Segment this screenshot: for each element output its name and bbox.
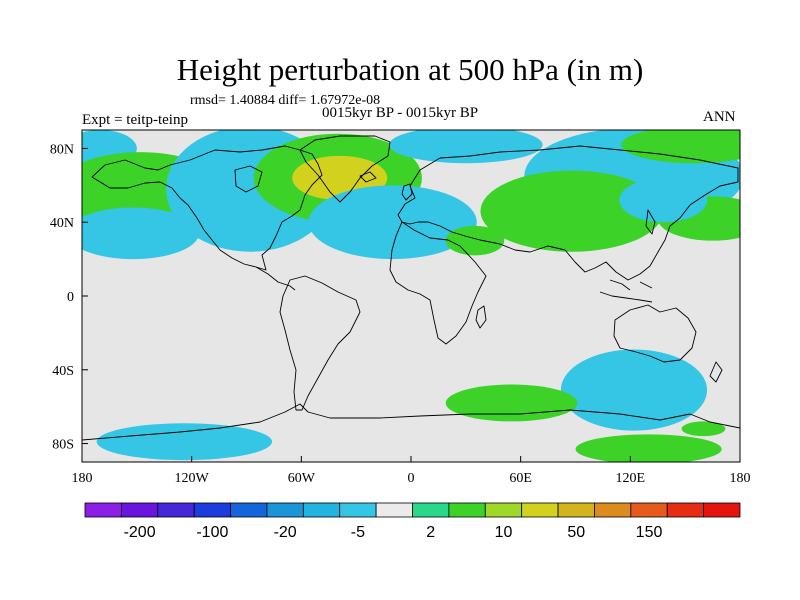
eurasia-coast [397, 145, 739, 281]
anomaly-central-asia-green [480, 170, 664, 252]
colorbar-label: -5 [351, 524, 365, 541]
lon-tick-label: 120E [616, 471, 646, 486]
anomaly-antarctic-green-east [575, 434, 722, 462]
antarctica-coast [82, 403, 740, 441]
lon-tick-label: 60W [288, 471, 316, 486]
africa-coast [389, 221, 487, 345]
anomaly-south-atlantic-green [445, 384, 578, 422]
iceland-coast [359, 171, 377, 183]
anomaly-south-indian-cyan [560, 349, 708, 431]
colorbar-swatch [557, 502, 595, 518]
lon-tick-label: 120W [175, 471, 210, 486]
colorbar-label: 2 [426, 524, 435, 541]
anomaly-ne-pacific-cyan [82, 207, 199, 260]
anomaly-antarctic-cyan-west [96, 423, 273, 461]
anomaly-east-asia-cyan [619, 177, 708, 223]
colorbar-label: -100 [196, 524, 228, 541]
greenland-coast [299, 135, 391, 203]
colorbar-swatch [302, 502, 341, 518]
colorbar-label: 150 [636, 524, 663, 541]
period-line: 0015kyr BP - 0015kyr BP [322, 105, 479, 121]
colorbar-swatch [594, 502, 632, 518]
lat-tick-label: 80S [52, 438, 74, 453]
colorbar-swatch [448, 502, 486, 518]
experiment-label: Expt = teitp-teinp [82, 112, 188, 128]
madagascar-coast [475, 305, 487, 329]
colorbar-swatch [666, 502, 705, 518]
colorbar-swatch [375, 502, 413, 518]
colorbar-swatch [266, 502, 304, 518]
colorbar-swatch [703, 502, 741, 518]
colorbar-swatch [157, 502, 195, 518]
colorbar-label: -200 [124, 524, 156, 541]
colorbar-swatch [120, 502, 159, 518]
lat-tick-label: 40N [50, 216, 74, 231]
season-label: ANN [703, 109, 736, 125]
colorbar-swatch [484, 502, 523, 518]
stats-line: rmsd= 1.40884 diff= 1.67972e-08 [190, 93, 381, 108]
hudson-bay [234, 165, 263, 193]
australia-coast [613, 304, 697, 363]
lon-tick-label: 0 [408, 471, 415, 486]
colorbar-swatch [630, 502, 668, 518]
lon-tick-label: 60E [509, 471, 532, 486]
colorbar-swatch [230, 502, 268, 518]
lon-tick-label: 180 [72, 471, 93, 486]
latitude-axis: 80N 40N 0 40S 80S [50, 142, 88, 453]
coastlines [82, 135, 740, 441]
japan-coast [645, 209, 656, 235]
anomaly-arctic-cyan-center [389, 130, 543, 164]
anomaly-layer [82, 130, 740, 462]
colorbar-swatch [84, 502, 122, 518]
south-america-coast [279, 275, 361, 411]
colorbar-label: 50 [567, 524, 585, 541]
north-america-coast [91, 145, 323, 271]
lat-tick-label: 0 [67, 290, 74, 305]
colorbar-swatch [193, 502, 231, 518]
map-title: Height perturbation at 500 hPa (in m) [176, 52, 644, 87]
new-zealand-coast [709, 361, 723, 383]
lat-tick-label: 40S [52, 364, 74, 379]
anomaly-arctic-green-east [621, 130, 740, 164]
colorbar-swatch [412, 502, 450, 518]
anomaly-europe-atlantic-cyan [308, 185, 477, 260]
indonesia-coast [599, 279, 653, 303]
colorbar-swatch [521, 502, 559, 518]
uk-coast [401, 183, 413, 201]
anomaly-middle-east-green [445, 225, 505, 256]
central-america-coast [255, 266, 296, 291]
colorbar-label: -20 [274, 524, 297, 541]
longitude-axis: 180 120W 60W 0 60E 120E 180 [72, 456, 751, 486]
lon-tick-label: 180 [730, 471, 751, 486]
colorbar-swatch [339, 502, 377, 518]
lat-tick-label: 80N [50, 142, 74, 157]
colorbar: -200 -100 -20 -5 2 10 50 150 [84, 502, 741, 541]
colorbar-label: 10 [495, 524, 513, 541]
anomaly-ross-sea-green [681, 421, 726, 437]
